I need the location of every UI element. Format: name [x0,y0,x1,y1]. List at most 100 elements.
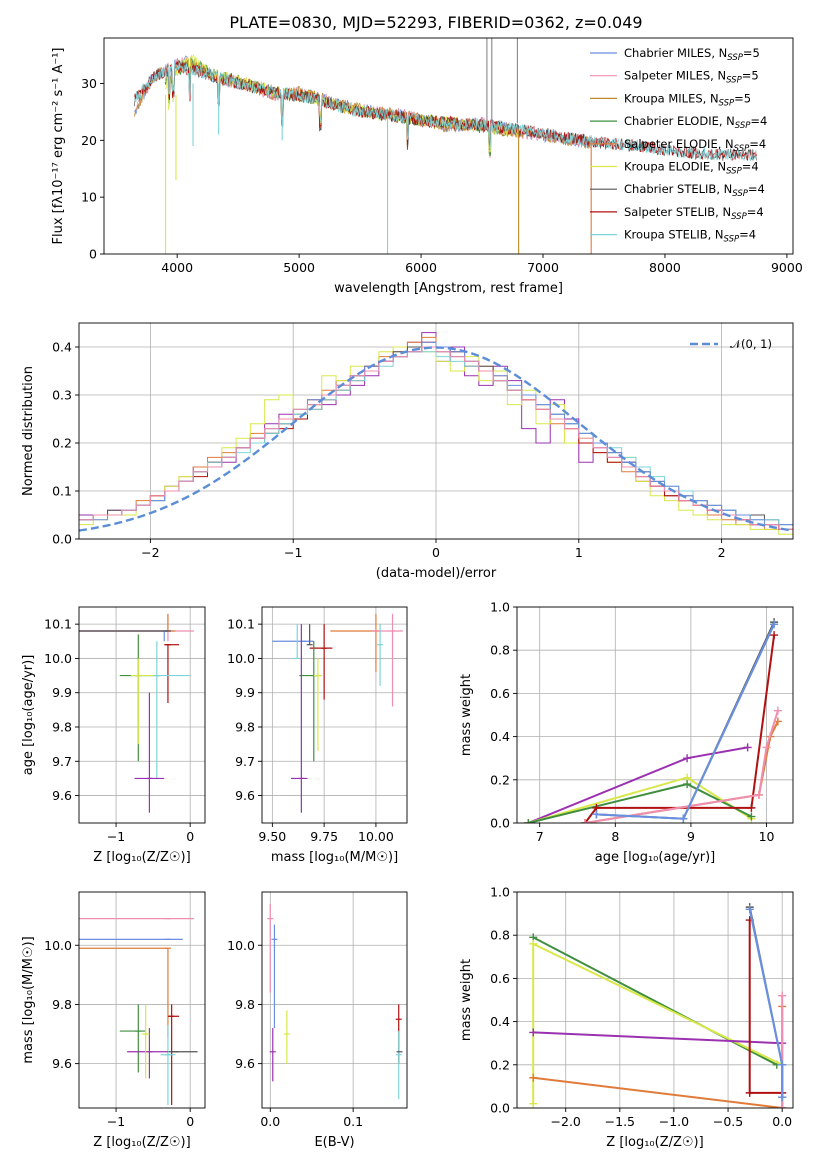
legend-text: Chabrier STELIB, N [624,182,732,196]
weight-marker [679,814,688,823]
charts-layer: 4000 5000 6000 7000 8000 90000102030wavelengt… [21,37,803,1150]
error-point [306,624,313,646]
legend-label: Kroupa ELODIE, NSSP=4 [624,160,759,177]
chart-4: 7 8 9 10 0.0 0.2 0.4 0.6 0.8 1.0 age [log₁₀(age/yr… [459,600,794,865]
x-tick-label: 9.50 [258,829,286,844]
error-point [130,658,154,745]
error-point [79,947,171,1037]
error-point [79,613,194,642]
error-point [134,692,165,813]
plot-area [79,613,194,813]
x-axis-label: Z [log₁₀(Z/Z☉)] [93,850,190,865]
legend-subscript: SSP [726,167,742,177]
y-tick-label: 9.8 [235,720,255,735]
error-point [309,624,333,700]
error-point [283,1010,290,1064]
plot-area [267,903,403,1100]
x-tick-label: 9 [687,829,695,844]
y-axis-label: mass weight [459,674,474,756]
y-tick-label: 0.1 [52,484,72,499]
y-tick-label: 9.8 [52,720,72,735]
y-tick-label: 0.0 [52,532,72,547]
legend-subscript: SSP [719,98,735,108]
legend-tail: =4 [748,182,765,196]
y-axis-label: mass weight [459,959,474,1041]
error-point [79,630,168,642]
y-tick-label: 0 [89,247,97,262]
error-point [291,624,308,813]
error-point [313,658,323,751]
weight-line [748,909,784,1098]
legend-text: Salpeter ELODIE, N [624,137,734,151]
weight-marker [747,812,756,821]
y-tick-label: 0.2 [490,1057,510,1072]
error-point [371,613,403,707]
y-tick-label: 1.0 [490,600,510,615]
y-tick-label: 0.8 [490,928,510,943]
legend-text: Kroupa MILES, N [624,91,719,105]
weight-marker [778,1060,787,1069]
chart-1: −2 −1 0 1 2 0.0 0.1 0.2 0.3 0.4 (data-model)/error… [21,322,794,581]
legend-subscript: SSP [727,53,743,63]
x-tick-label: 0.0 [260,1114,280,1129]
y-tick-label: 9.8 [235,997,255,1012]
y-axis-label: Flux [fλ10⁻¹⁷ erg cm⁻² s⁻¹ A⁻¹] [51,48,66,245]
legend-label: Kroupa STELIB, NSSP=4 [624,228,756,245]
legend-label: Chabrier ELODIE, NSSP=4 [624,114,767,131]
plot-area [134,38,757,254]
y-tick-label: 0.4 [490,729,510,744]
histogram-step [79,346,793,530]
y-tick-label: 9.7 [235,754,255,769]
x-axis-label: mass [log₁₀(M/M☉)] [271,850,398,865]
legend-text: Kroupa ELODIE, N [624,160,726,174]
legend-label: Chabrier MILES, NSSP=5 [624,46,760,63]
plot-area [79,918,198,1106]
y-tick-label: 9.6 [52,1056,72,1071]
legend-label: Salpeter MILES, NSSP=5 [624,69,759,86]
legend-label: 𝒩(0, 1) [730,337,772,351]
weight-marker [581,819,590,823]
error-point [294,624,301,660]
error-point [330,613,381,673]
x-tick-label: 0.0 [772,1114,792,1129]
x-tick-label: 0 [432,545,440,560]
y-tick-label: 10.1 [44,617,72,632]
weight-marker [773,706,782,715]
y-tick-label: 0.6 [490,686,510,701]
weight-marker [745,905,754,914]
x-tick-label: −1 [284,545,302,560]
weight-marker [778,1093,787,1102]
x-tick-label: 4000 [161,260,193,275]
y-tick-label: 20 [81,133,97,148]
weight-line [596,621,776,820]
spectrum-line [134,62,757,162]
axes-frame [516,606,794,824]
weight-line [596,623,776,820]
legend-tail: =4 [749,137,766,151]
legend-subscript: SSP [724,235,740,245]
y-tick-label: 0.2 [52,436,72,451]
error-point [127,1028,168,1079]
plot-area [524,618,782,823]
x-tick-label: 2 [718,545,726,560]
error-point [160,1025,176,1106]
axes-frame [78,891,206,1109]
error-point [130,641,191,779]
y-axis-label: mass [log₁₀(M/M☉)] [21,936,36,1063]
y-tick-label: 9.6 [235,788,255,803]
chart-7: −2.0 −1.5 −1.0 −0.5 0.0 0.0 0.2 0.4 0.6 0.8 1.0 Z [… [459,885,794,1150]
x-axis-label: wavelength [Angstrom, rest frame] [334,281,563,296]
weight-marker [529,1099,538,1108]
weight-marker [770,631,779,640]
legend-subscript: SSP [726,76,742,86]
weight-marker [747,803,756,812]
y-tick-label: 9.6 [235,1056,255,1071]
legend-subscript: SSP [734,144,750,154]
legend-text: Chabrier ELODIE, N [624,114,735,128]
legend-label: Chabrier STELIB, NSSP=4 [624,182,765,199]
y-tick-label: 0.2 [490,772,510,787]
legend-tail: =5 [734,91,751,105]
y-tick-label: 10.0 [227,938,255,953]
weight-marker [770,620,779,629]
